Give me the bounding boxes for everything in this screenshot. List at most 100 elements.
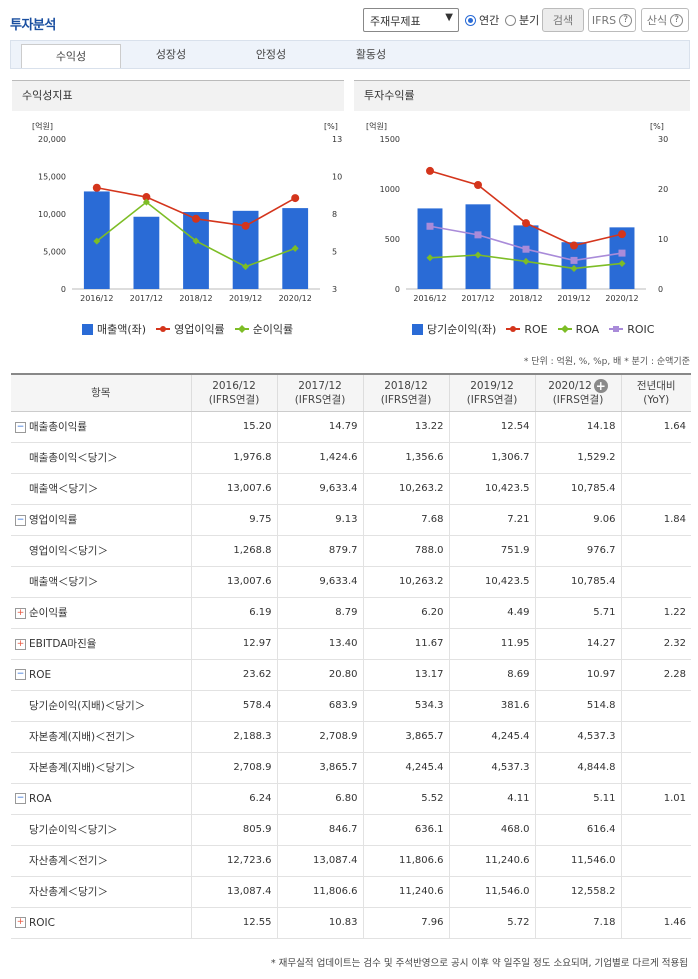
table-cell: 10.97 [535, 658, 622, 691]
radio-quarter[interactable]: 분기 [505, 12, 539, 28]
collapse-icon[interactable]: − [15, 514, 26, 526]
table-cell: 4,537.3 [449, 752, 536, 784]
tab-stability[interactable]: 안정성 [255, 48, 287, 61]
x-tick-label: 2019/12 [557, 294, 590, 303]
bar-swatch-icon [412, 323, 423, 335]
point [522, 245, 530, 253]
table-cell: 683.9 [277, 690, 364, 722]
ifrs-label: IFRS [591, 13, 617, 27]
x-tick-label: 2016/12 [80, 294, 113, 303]
collapse-icon[interactable]: − [15, 669, 26, 680]
formula-help-button[interactable]: 산식 ? [641, 8, 689, 32]
y2-tick-label: 13 [332, 135, 342, 144]
legend-net-margin: 순이익률 [234, 321, 293, 337]
table-cell: 9.75 [191, 503, 278, 536]
legend-label: ROE [524, 322, 548, 336]
legend-op-margin: 영업이익률 [156, 321, 225, 337]
table-cell [621, 690, 691, 722]
column-header-title: 항목 [91, 386, 111, 399]
tab-profitability[interactable]: 수익성 [21, 44, 121, 68]
statement-type-select[interactable]: 주재무제표 ▼ [363, 8, 459, 32]
y-tick-label: 20,000 [38, 135, 66, 144]
table-cell: 10,423.5 [449, 566, 536, 598]
point [522, 257, 530, 265]
table-cell: 8.69 [449, 658, 536, 691]
column-header-title: 2016/12 [212, 379, 256, 392]
table-cell: 2,188.3 [191, 721, 278, 753]
analysis-tabs: 수익성 성장성 안정성 활동성 [10, 40, 690, 69]
point [426, 166, 434, 175]
y-tick-label: 1500 [380, 135, 400, 144]
table-cell: 5.11 [535, 782, 622, 815]
x-tick-label: 2020/12 [279, 294, 312, 303]
point [142, 198, 150, 206]
table-cell [621, 535, 691, 567]
column-header-title: 2017/12 [298, 379, 342, 392]
table-cell: 1,268.8 [191, 535, 278, 567]
right-unit-label: [%] [650, 122, 664, 131]
tab-activity[interactable]: 활동성 [355, 48, 387, 61]
table-row: + ROIC 12.55 10.83 7.96 5.72 7.18 1.46 [11, 906, 691, 939]
table-cell: 11,806.6 [363, 845, 450, 877]
column-header-subtitle: (IFRS연결) [294, 393, 346, 406]
table-cell: 4,245.4 [449, 721, 536, 753]
bar [183, 212, 209, 289]
table-cell: 4,537.3 [535, 721, 622, 753]
row-label: EBITDA마진율 [29, 638, 97, 650]
line-swatch-icon [557, 325, 572, 333]
table-header-row: 항목 2016/12 (IFRS연결) 2017/12 (IFRS연결) 2018/12(… [11, 373, 691, 412]
table-body: − 매출총이익률 15.20 14.79 13.22 12.54 14.18 1.64 매출총이… [11, 410, 691, 939]
table-cell: 12,723.6 [191, 845, 278, 877]
y-tick-label: 15,000 [38, 173, 66, 182]
row-label-cell: 매출총이익＜당기＞ [11, 442, 192, 474]
table-cell: 14.79 [277, 410, 364, 443]
table-cell: 5.72 [449, 906, 536, 939]
y-tick-label: 5,000 [43, 248, 66, 257]
tab-growth[interactable]: 성장성 [155, 48, 187, 61]
table-cell: 976.7 [535, 535, 622, 567]
search-button[interactable]: 검색 [542, 8, 584, 32]
table-row: 자산총계＜전기＞ 12,723.6 13,087.4 11,806.6 11,240.6… [11, 845, 691, 877]
table-cell: 7.96 [363, 906, 450, 939]
table-cell: 3,865.7 [363, 721, 450, 753]
y-tick-label: 500 [385, 235, 400, 244]
table-cell: 13,087.4 [191, 876, 278, 908]
y2-tick-label: 30 [658, 135, 668, 144]
column-header: 2016/12 (IFRS연결) [191, 373, 278, 412]
table-row: 당기순이익＜당기＞ 805.9 846.7 636.1 468.0 616.4 [11, 814, 691, 846]
y2-tick-label: 10 [658, 235, 668, 244]
collapse-icon[interactable]: − [15, 421, 26, 433]
expand-plus-icon[interactable]: + [593, 378, 608, 393]
expand-icon[interactable]: + [15, 638, 26, 650]
legend-label: ROA [575, 322, 600, 336]
formula-label: 산식 [646, 14, 668, 27]
table-cell: 788.0 [363, 535, 450, 567]
ifrs-help-button[interactable]: IFRS ? [588, 8, 636, 32]
point [241, 221, 250, 230]
radio-annual[interactable]: 연간 [465, 12, 499, 28]
table-cell [621, 442, 691, 474]
row-label: 매출액＜당기＞ [29, 576, 99, 588]
table-cell: 12,558.2 [535, 876, 622, 908]
row-label-cell: 당기순이익＜당기＞ [11, 814, 192, 846]
row-label-cell: 매출액＜당기＞ [11, 566, 192, 598]
legend-roa: ROA [557, 322, 600, 336]
radio-annual-label: 연간 [479, 14, 500, 27]
expand-icon[interactable]: + [15, 607, 26, 619]
collapse-icon[interactable]: − [15, 793, 26, 804]
table-cell: 14.18 [535, 410, 622, 443]
table-cell [621, 845, 691, 877]
table-cell: 13,007.6 [191, 566, 278, 598]
select-value: 주재무제표 [370, 15, 421, 28]
expand-icon[interactable]: + [15, 917, 26, 928]
table-cell: 2,708.9 [277, 721, 364, 753]
right-unit-label: [%] [324, 122, 338, 131]
table-cell [621, 752, 691, 784]
table-cell: 636.1 [363, 814, 450, 846]
row-label-cell: 자본총계(지배)＜전기＞ [11, 721, 192, 753]
row-label-cell: − ROE [11, 658, 192, 691]
bar [465, 204, 491, 289]
table-cell: 13,007.6 [191, 473, 278, 505]
return-chart: [억원] [%] 1500 1000 500 0 30 20 10 0 2016/12 2017/12… [366, 121, 668, 303]
footer-note: * 재무실적 업데이트는 검수 및 주석반영으로 공시 이후 약 일주일 정도 … [270, 958, 688, 969]
